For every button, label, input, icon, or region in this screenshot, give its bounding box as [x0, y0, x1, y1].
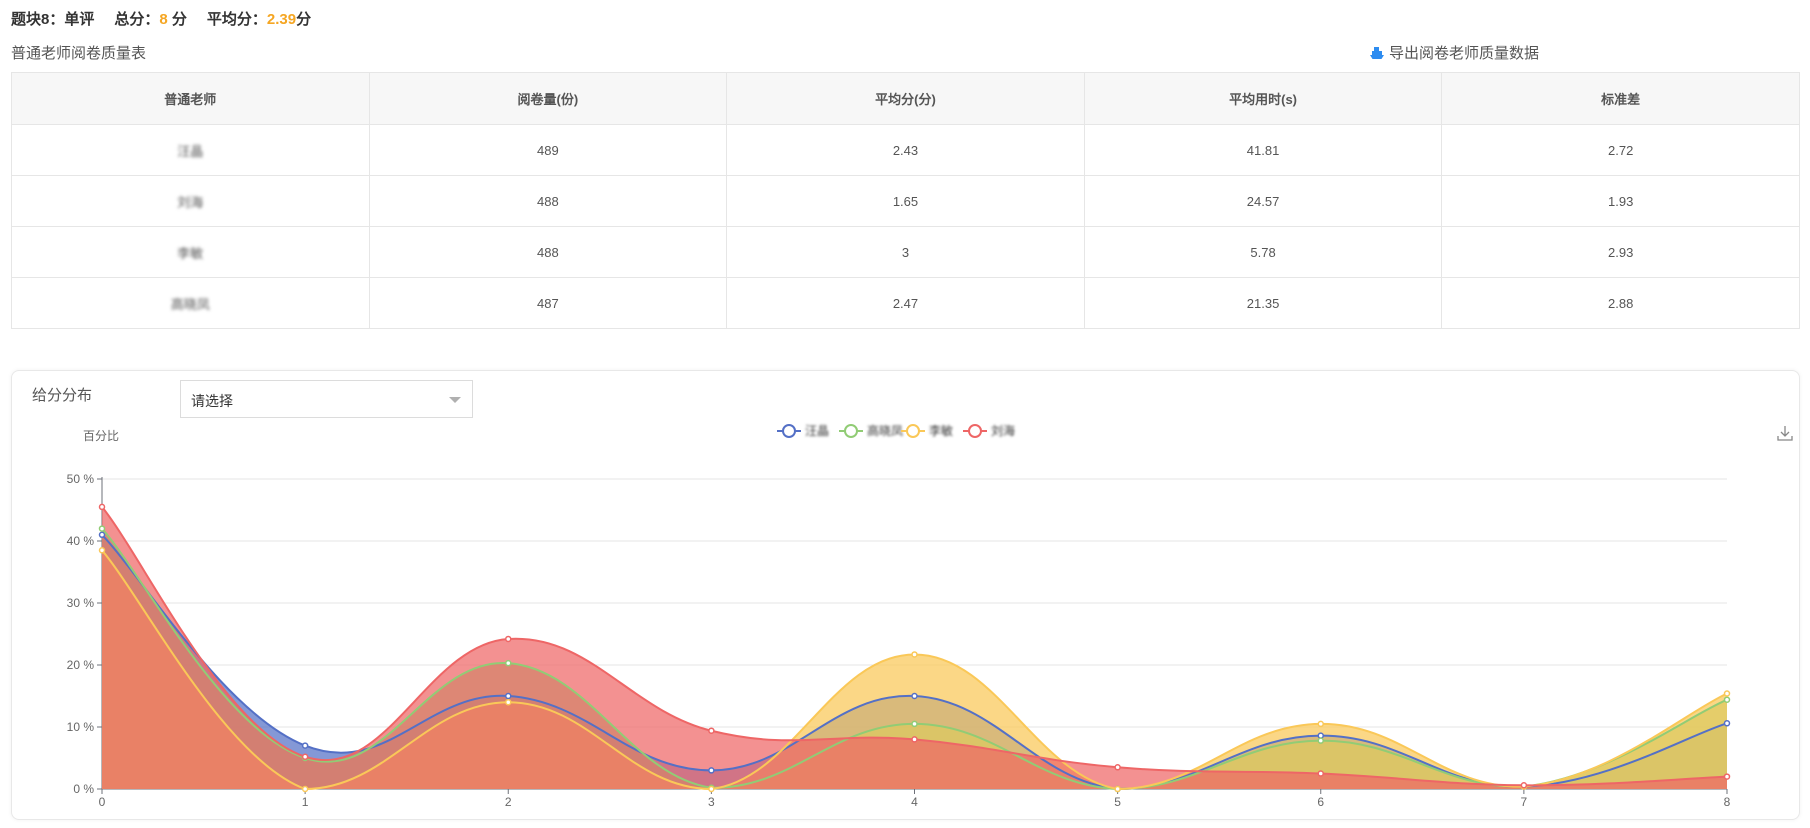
teacher-select[interactable]: 请选择	[180, 380, 473, 418]
cell-avg-score: 1.65	[726, 175, 1085, 227]
y-tick-label: 50 %	[67, 472, 95, 486]
y-tick-label: 40 %	[67, 534, 95, 548]
download-icon[interactable]	[1777, 426, 1793, 441]
cell-count: 487	[368, 277, 728, 329]
data-point	[1317, 770, 1324, 777]
block-label: 题块8：单评	[11, 11, 95, 28]
data-point	[1317, 737, 1324, 744]
chevron-down-icon	[449, 397, 461, 403]
legend-marker	[906, 424, 920, 438]
y-axis-title: 百分比	[83, 429, 119, 443]
data-point	[911, 651, 918, 658]
data-point	[505, 692, 512, 700]
x-tick-label: 6	[1317, 795, 1324, 809]
data-point	[301, 742, 309, 749]
data-point	[301, 785, 309, 793]
table-title: 普通老师阅卷质量表	[11, 45, 147, 62]
legend-label: 汪晶	[805, 424, 829, 438]
cell-avg-time: 41.81	[1083, 124, 1443, 176]
cell-count: 488	[368, 226, 728, 278]
table-row: 高晓凤 487 2.47 21.35 2.88	[11, 277, 1800, 329]
data-point	[1114, 785, 1121, 793]
data-point	[1317, 720, 1324, 728]
x-tick-label: 1	[302, 795, 309, 809]
data-point	[1723, 720, 1731, 727]
data-point	[708, 727, 715, 734]
legend-label: 刘海	[991, 423, 1015, 438]
teacher-quality-table: 普通老师 阅卷量(份) 平均分(分) 平均用时(s) 标准差 汪晶 489 2.…	[11, 72, 1800, 329]
legend-marker	[844, 424, 858, 438]
data-point	[1723, 690, 1731, 697]
data-point	[1723, 696, 1731, 703]
header-std-dev: 标准差	[1441, 72, 1800, 125]
table-row: 李敏 488 3 5.78 2.93	[11, 226, 1800, 278]
data-point	[911, 736, 918, 743]
data-point	[911, 720, 918, 728]
series-line	[101, 506, 1728, 787]
cell-std-dev: 2.72	[1441, 124, 1800, 176]
data-point	[911, 692, 918, 700]
export-label: 导出阅卷老师质量数据	[1389, 45, 1540, 62]
summary-bar: 题块8：单评 总分：8 分平均分：2.39分	[11, 8, 311, 29]
cell-avg-time: 21.35	[1083, 277, 1443, 329]
x-tick-label: 5	[1114, 795, 1121, 809]
x-tick-label: 2	[505, 795, 512, 809]
cell-std-dev: 2.93	[1441, 226, 1800, 278]
total-value: 8	[159, 11, 168, 28]
panel-title: 给分分布	[32, 387, 93, 404]
y-tick-label: 0 %	[73, 782, 94, 796]
cell-std-dev: 2.88	[1441, 277, 1800, 329]
teacher-name: 李敏	[11, 226, 370, 278]
x-tick-label: 8	[1724, 795, 1731, 809]
series-line	[101, 534, 1728, 791]
avg-label: 平均分：	[206, 11, 267, 28]
x-tick-label: 7	[1521, 795, 1528, 809]
data-point	[708, 767, 715, 774]
data-point	[98, 547, 106, 554]
avg-unit: 分	[296, 11, 312, 28]
data-point	[301, 753, 309, 761]
y-tick-label: 10 %	[67, 720, 95, 734]
total-label: 总分：	[114, 11, 160, 28]
data-point	[505, 659, 512, 667]
data-point	[505, 698, 512, 706]
series-line	[101, 527, 1728, 791]
data-point	[505, 635, 512, 643]
cell-avg-score: 2.43	[726, 124, 1085, 176]
select-value: 请选择	[191, 393, 233, 409]
data-point	[98, 503, 106, 511]
legend-marker	[968, 424, 982, 438]
data-point	[1520, 782, 1528, 789]
data-point	[98, 525, 106, 532]
legend-label: 高晓凤	[867, 423, 903, 438]
legend-marker	[782, 424, 796, 438]
header-teacher: 普通老师	[11, 72, 370, 125]
series-line	[101, 549, 1728, 791]
avg-value: 2.39	[266, 11, 297, 28]
y-tick-label: 20 %	[67, 658, 95, 672]
teacher-name: 高晓凤	[11, 277, 370, 329]
table-row: 汪晶 489 2.43 41.81 2.72	[11, 124, 1800, 176]
x-tick-label: 4	[911, 795, 918, 809]
y-tick-label: 30 %	[67, 596, 95, 610]
data-point	[1723, 773, 1731, 780]
cell-avg-score: 2.47	[726, 277, 1085, 329]
data-point	[1114, 764, 1121, 771]
table-row: 刘海 488 1.65 24.57 1.93	[11, 175, 1800, 227]
legend-label: 李敏	[929, 423, 953, 438]
cell-count: 489	[368, 124, 728, 176]
export-button[interactable]: 导出阅卷老师质量数据	[1369, 42, 1539, 63]
teacher-name: 汪晶	[11, 124, 370, 176]
x-tick-label: 0	[99, 795, 106, 809]
x-tick-label: 3	[708, 795, 715, 809]
ship-icon	[1369, 45, 1385, 61]
score-distribution-panel: 给分分布 请选择	[11, 370, 1800, 820]
data-point	[98, 531, 106, 539]
data-point	[708, 785, 715, 793]
total-unit: 分	[171, 11, 187, 28]
series-area	[102, 506, 1727, 789]
